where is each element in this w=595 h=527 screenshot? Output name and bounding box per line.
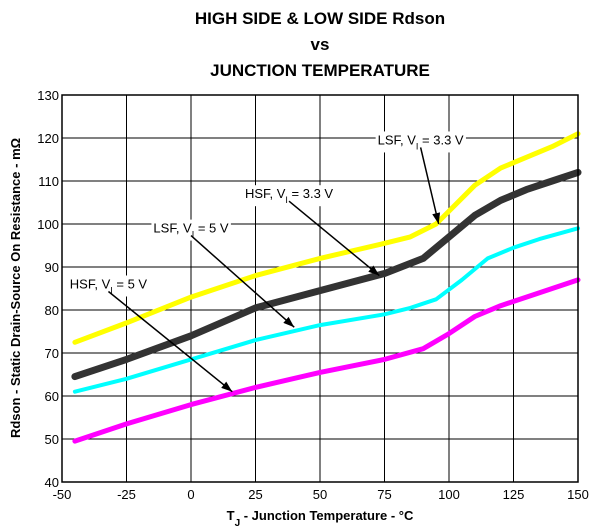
y-tick-label-7: 110 bbox=[38, 174, 59, 189]
x-tick-label-3: 25 bbox=[248, 487, 262, 502]
annotation-label-2: LSF, VI = 5 V bbox=[153, 221, 228, 240]
x-tick-labels: -50 -25 0 25 50 75 100 125 150 bbox=[53, 487, 589, 502]
annotation-bg-0 bbox=[375, 131, 466, 153]
chart-title: HIGH SIDE & LOW SIDE Rdson vs JUNCTION T… bbox=[195, 9, 445, 80]
annotation-arrow-head-0 bbox=[432, 212, 441, 224]
x-tick-label-5: 75 bbox=[377, 487, 391, 502]
annotation-bg-1 bbox=[242, 185, 336, 207]
series-line-1 bbox=[71, 168, 582, 381]
annotations: LSF, VI = 3.3 V HSF, VI = 3.3 V LSF, VI = … bbox=[67, 131, 466, 393]
annotation-label-1: HSF, VI = 3.3 V bbox=[245, 186, 333, 205]
series-line-2 bbox=[72, 226, 580, 394]
annotation-bg-3 bbox=[67, 275, 150, 297]
annotation-arrow-line-2 bbox=[190, 235, 295, 328]
annotation-arrow-head-3 bbox=[221, 381, 233, 392]
series-line-0 bbox=[72, 131, 581, 345]
annotation-bg-2 bbox=[151, 219, 231, 241]
annotation-arrow-head-2 bbox=[283, 316, 295, 328]
y-tick-label-0: 40 bbox=[45, 475, 59, 490]
x-tick-label-6: 100 bbox=[438, 487, 460, 502]
annotation-1: HSF, VI = 3.3 V bbox=[242, 185, 380, 277]
y-tick-label-3: 70 bbox=[45, 346, 59, 361]
y-tick-labels: 40 50 60 70 80 90 100 110 120 130 bbox=[37, 88, 59, 490]
annotation-arrow-line-1 bbox=[288, 200, 380, 277]
title-line-1: HIGH SIDE & LOW SIDE Rdson bbox=[195, 9, 445, 28]
annotation-0: LSF, VI = 3.3 V bbox=[375, 131, 466, 225]
series-line-3 bbox=[72, 277, 581, 444]
x-tick-label-1: -25 bbox=[117, 487, 136, 502]
y-tick-label-5: 90 bbox=[45, 260, 59, 275]
x-tick-label-8: 150 bbox=[567, 487, 589, 502]
y-axis-label: Rdson - Static Drain-Source On Resistanc… bbox=[8, 138, 23, 438]
plot-frame bbox=[61, 94, 579, 483]
y-tick-label-2: 60 bbox=[45, 389, 59, 404]
x-tick-label-7: 125 bbox=[503, 487, 525, 502]
title-line-3: JUNCTION TEMPERATURE bbox=[210, 61, 430, 80]
annotation-arrow-line-0 bbox=[419, 147, 440, 225]
y-tick-label-4: 80 bbox=[45, 303, 59, 318]
x-axis-label: TJ - Junction Temperature - °C bbox=[227, 508, 414, 527]
annotation-label-0: LSF, VI = 3.3 V bbox=[378, 132, 464, 151]
y-tick-label-6: 100 bbox=[37, 217, 59, 232]
annotation-3: HSF, VI = 5 V bbox=[67, 275, 233, 393]
annotation-arrow-head-1 bbox=[368, 265, 380, 276]
title-line-2: vs bbox=[311, 35, 330, 54]
annotation-2: LSF, VI = 5 V bbox=[151, 219, 295, 328]
annotation-arrow-line-3 bbox=[107, 290, 233, 393]
x-tick-label-4: 50 bbox=[313, 487, 327, 502]
annotation-label-3: HSF, VI = 5 V bbox=[70, 277, 148, 296]
x-tick-label-0: -50 bbox=[53, 487, 72, 502]
y-tick-label-9: 130 bbox=[37, 88, 59, 103]
data-series bbox=[71, 131, 582, 444]
y-tick-label-1: 50 bbox=[45, 432, 59, 447]
y-tick-label-8: 120 bbox=[37, 131, 59, 146]
x-tick-label-2: 0 bbox=[187, 487, 194, 502]
